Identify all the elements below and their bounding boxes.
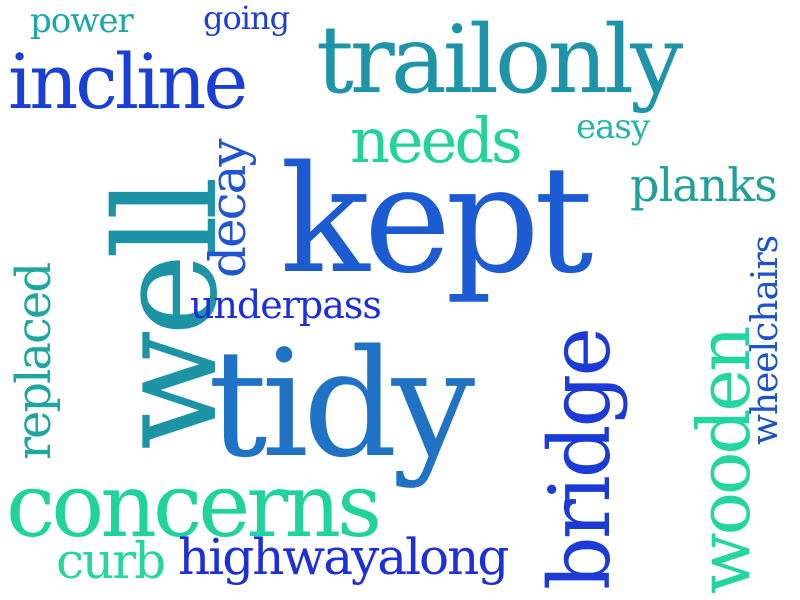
word-going: going (203, 0, 290, 37)
word-wheelchairs: wheelchairs (745, 235, 786, 445)
word-bridge: bridge (531, 329, 629, 590)
word-needs: needs (350, 104, 523, 177)
word-concerns: concerns (6, 454, 382, 557)
word-tidy: tidy (208, 318, 475, 490)
word-underpass: underpass (190, 283, 382, 327)
word-power: power (30, 1, 134, 41)
word-curb: curb (56, 532, 166, 590)
word-decay: decay (199, 140, 257, 278)
word-incline: incline (8, 37, 248, 126)
word-replaced: replaced (6, 263, 62, 460)
word-trailonly: trailonly (316, 6, 683, 115)
word-easy: easy (576, 107, 650, 147)
word-planks: planks (630, 158, 778, 212)
word-highwayalong: highwayalong (178, 528, 509, 586)
word-kept: kept (280, 134, 593, 306)
